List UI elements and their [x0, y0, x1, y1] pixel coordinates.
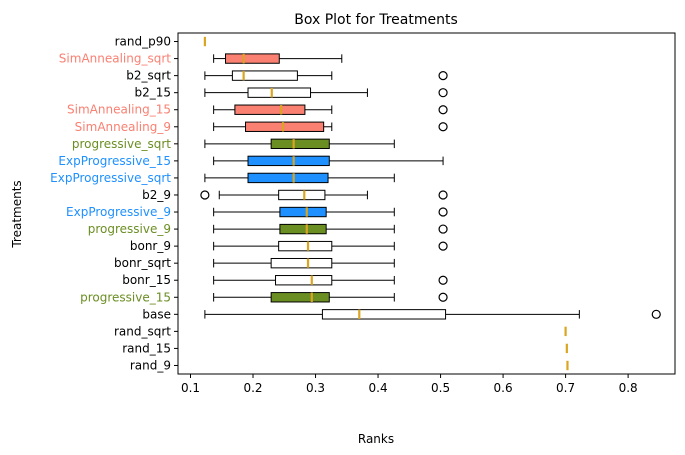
outlier-point: [438, 190, 448, 200]
y-tick-label: rand_9: [130, 358, 171, 372]
box: [270, 138, 330, 150]
y-tick-label: progressive_sqrt: [72, 137, 171, 151]
y-tick-label: rand_p90: [115, 35, 171, 49]
box: [231, 70, 298, 81]
box: [270, 257, 333, 269]
box: [270, 292, 330, 303]
y-tick-label: rand_15: [122, 341, 171, 355]
y-tick-label: SimAnnealing_sqrt: [59, 52, 171, 66]
box: [234, 104, 306, 115]
y-tick-label: SimAnnealing_15: [67, 103, 171, 117]
box: [278, 189, 326, 201]
plot-frame: [177, 32, 676, 375]
y-tick-label: ExpProgressive_15: [58, 154, 171, 168]
y-tick-label: bonr_15: [122, 273, 171, 287]
y-tick-label: bonr_sqrt: [114, 256, 171, 270]
box: [245, 121, 325, 132]
x-tick-label: 0.1: [181, 381, 200, 395]
y-tick-label: ExpProgressive_sqrt: [50, 171, 171, 185]
x-tick-label: 0.3: [306, 381, 325, 395]
y-tick-label: bonr_9: [130, 239, 171, 253]
outlier-point: [438, 241, 448, 251]
box: [321, 309, 447, 320]
x-tick-label: 0.4: [369, 381, 388, 395]
plot-area: rand_p90 SimAnnealing_sqrt b2_sqrt b2_15 Sim…: [50, 32, 676, 395]
chart-title: Box Plot for Treatments: [294, 12, 458, 28]
y-tick-label: b2_9: [142, 188, 171, 202]
x-tick-label: 0.2: [243, 381, 262, 395]
box: [247, 172, 329, 184]
outlier-point: [438, 71, 448, 81]
y-tick-label: progressive_15: [80, 290, 171, 304]
outlier-point: [438, 224, 448, 234]
outlier-point: [438, 105, 448, 115]
y-tick-label: b2_sqrt: [126, 69, 171, 83]
box: [225, 53, 280, 64]
box: [278, 240, 333, 252]
outlier-point: [438, 88, 448, 98]
y-tick-label: SimAnnealing_9: [75, 120, 171, 134]
box: [275, 275, 333, 286]
y-tick-label: ExpProgressive_9: [66, 205, 171, 219]
outlier-point: [438, 207, 448, 217]
y-tick-label: base: [142, 307, 171, 321]
box: [247, 87, 312, 98]
outlier-point: [438, 275, 448, 285]
box: [247, 155, 330, 167]
y-tick-label: rand_sqrt: [114, 324, 171, 338]
x-tick-label: 0.8: [619, 381, 638, 395]
x-axis-label: Ranks: [358, 432, 394, 446]
outlier-point: [438, 122, 448, 132]
y-axis-label: Treatments: [10, 180, 24, 248]
y-tick-label: b2_15: [134, 86, 171, 100]
x-tick-label: 0.6: [494, 381, 513, 395]
box: [279, 223, 327, 235]
outlier-point: [438, 292, 448, 302]
x-tick-label: 0.5: [431, 381, 450, 395]
x-tick-label: 0.7: [556, 381, 575, 395]
outlier-point: [200, 190, 210, 200]
box: [279, 206, 327, 218]
y-tick-label: progressive_9: [88, 222, 171, 236]
outlier-point: [651, 309, 661, 319]
